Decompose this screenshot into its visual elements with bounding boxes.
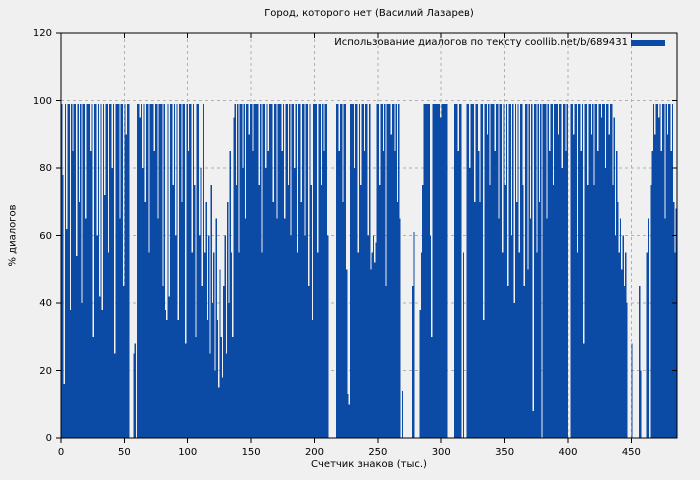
x-axis-label: Счетчик знаков (тыс.) bbox=[311, 459, 427, 470]
y-tick-label: 120 bbox=[32, 28, 52, 39]
y-tick-label: 0 bbox=[45, 433, 52, 444]
y-tick-label: 40 bbox=[39, 298, 52, 309]
x-tick-label: 400 bbox=[558, 447, 578, 458]
x-tick-label: 200 bbox=[304, 447, 325, 458]
y-axis-label: % диалогов bbox=[7, 204, 19, 267]
bar-series bbox=[61, 103, 677, 439]
tick-marks bbox=[56, 32, 677, 443]
legend-label: Использование диалогов по тексту coollib… bbox=[334, 37, 628, 48]
legend-line-sample bbox=[631, 40, 665, 46]
x-tick-label: 100 bbox=[178, 447, 198, 458]
y-tick-label: 60 bbox=[39, 230, 52, 242]
y-tick-label: 20 bbox=[39, 365, 52, 377]
x-tick-label: 250 bbox=[368, 447, 388, 458]
x-tick-label: 350 bbox=[495, 447, 515, 458]
x-tick-label: 450 bbox=[621, 447, 641, 458]
y-tick-label: 80 bbox=[39, 163, 52, 174]
chart-title: Город, которого нет (Василий Лазарев) bbox=[264, 8, 474, 19]
y-tick-label: 100 bbox=[32, 95, 52, 107]
x-tick-label: 0 bbox=[57, 447, 65, 458]
x-tick-label: 150 bbox=[241, 447, 261, 458]
x-tick-label: 300 bbox=[431, 447, 451, 458]
x-tick-label: 50 bbox=[117, 447, 131, 458]
